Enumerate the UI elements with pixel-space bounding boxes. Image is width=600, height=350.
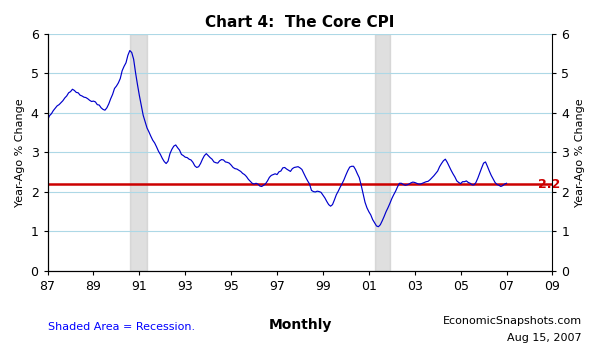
- Y-axis label: Year-Ago % Change: Year-Ago % Change: [15, 98, 25, 207]
- Title: Chart 4:  The Core CPI: Chart 4: The Core CPI: [205, 15, 395, 30]
- Bar: [130, 34, 147, 271]
- Text: 2.2: 2.2: [538, 177, 560, 190]
- Text: Aug 15, 2007: Aug 15, 2007: [508, 333, 582, 343]
- Text: Shaded Area = Recession.: Shaded Area = Recession.: [48, 322, 195, 332]
- Y-axis label: Year-Ago % Change: Year-Ago % Change: [575, 98, 585, 207]
- Text: EconomicSnapshots.com: EconomicSnapshots.com: [443, 315, 582, 326]
- Bar: [374, 34, 390, 271]
- Text: Monthly: Monthly: [268, 318, 332, 332]
